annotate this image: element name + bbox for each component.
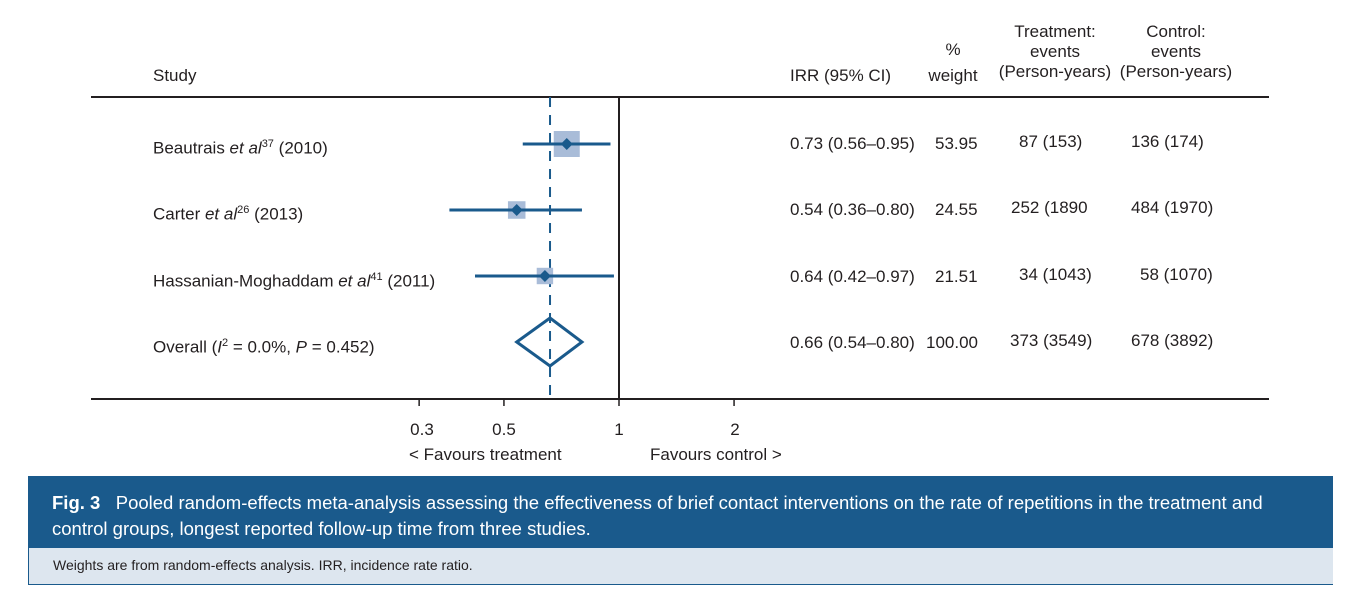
header-treatment-line1: Treatment: xyxy=(1014,22,1096,41)
figure-label: Fig. 3 xyxy=(52,492,101,513)
study-point-estimate xyxy=(538,270,551,282)
bottom-rule xyxy=(91,398,1269,400)
study-name: Carter xyxy=(153,204,205,224)
header-weight-line1: % xyxy=(945,40,961,59)
figure-caption: Fig. 3 Pooled random-effects meta-analys… xyxy=(28,476,1333,548)
overall-mid: = 0.0%, xyxy=(228,337,296,357)
study-year: (2013) xyxy=(249,204,304,224)
control-value: 678 (3892) xyxy=(1131,331,1214,350)
irr-value: 0.64 (0.42–0.97) xyxy=(790,267,915,286)
study-point-estimate xyxy=(510,204,523,216)
overall-prefix: Overall ( xyxy=(153,337,218,357)
tick-label: 1 xyxy=(614,420,624,439)
tick-label: 0.5 xyxy=(492,420,516,439)
overall-label: Overall (I2 = 0.0%, P = 0.452) xyxy=(153,333,375,358)
header-treatment-line3: (Person-years) xyxy=(998,62,1112,81)
overall-p-symbol: P xyxy=(295,337,308,357)
header-treatment-line2: events xyxy=(1029,42,1081,61)
header-weight-line2: weight xyxy=(928,66,978,85)
study-year: (2010) xyxy=(273,138,328,158)
favours-control-label: Favours control > xyxy=(650,445,782,464)
header-treatment: Treatment: events (Person-years) xyxy=(994,22,1116,82)
study-etal: et al xyxy=(204,204,238,224)
irr-value: 0.54 (0.36–0.80) xyxy=(790,200,915,219)
header-irr-label: IRR (95% CI) xyxy=(790,66,892,85)
figure-note-text: Weights are from random-effects analysis… xyxy=(53,557,473,573)
treatment-value: 373 (3549) xyxy=(1010,331,1093,350)
study-ref: 37 xyxy=(261,138,274,150)
overall-i-sup: 2 xyxy=(221,337,229,349)
study-ref: 26 xyxy=(237,204,250,216)
top-rule xyxy=(91,96,1269,98)
study-label-beautrais: Beautrais et al37 (2010) xyxy=(153,134,328,159)
weight-value: 24.55 xyxy=(935,200,978,219)
treatment-value: 34 (1043) xyxy=(1019,265,1092,284)
header-study-label: Study xyxy=(153,66,197,85)
treatment-value: 252 (1890 xyxy=(1011,198,1088,217)
control-value: 136 (174) xyxy=(1131,132,1204,151)
irr-value: 0.66 (0.54–0.80) xyxy=(790,333,915,352)
study-label-hassanian: Hassanian-Moghaddam et al41 (2011) xyxy=(153,267,435,292)
study-name: Hassanian-Moghaddam xyxy=(153,271,339,291)
study-ref: 41 xyxy=(370,271,383,283)
study-etal: et al xyxy=(229,138,262,158)
figure-note: Weights are from random-effects analysis… xyxy=(28,548,1333,585)
study-name: Beautrais xyxy=(153,138,230,158)
header-control: Control: events (Person-years) xyxy=(1115,22,1237,82)
irr-value: 0.73 (0.56–0.95) xyxy=(790,134,915,153)
overall-i-symbol: I xyxy=(217,337,222,357)
study-year: (2011) xyxy=(382,271,436,291)
header-weight: % weight xyxy=(918,40,988,86)
favours-treatment-label: < Favours treatment xyxy=(409,445,562,464)
overall-diamond xyxy=(514,316,585,368)
header-irr: IRR (95% CI) xyxy=(790,66,891,86)
tick-label: 0.3 xyxy=(410,420,434,439)
tick-label: 2 xyxy=(730,420,740,439)
weight-value: 21.51 xyxy=(935,267,978,286)
header-study: Study xyxy=(153,66,196,86)
study-etal: et al xyxy=(338,271,371,291)
weight-value: 100.00 xyxy=(926,333,978,352)
treatment-value: 87 (153) xyxy=(1019,132,1083,151)
figure-caption-text: Pooled random-effects meta-analysis asse… xyxy=(52,492,1263,539)
weight-value: 53.95 xyxy=(935,134,978,153)
study-point-estimate xyxy=(560,138,573,150)
header-control-line1: Control: xyxy=(1146,22,1206,41)
control-value: 484 (1970) xyxy=(1131,198,1214,217)
forest-plot xyxy=(418,97,735,406)
study-label-carter: Carter et al26 (2013) xyxy=(153,200,303,225)
header-control-line3: (Person-years) xyxy=(1119,62,1233,81)
overall-end: = 0.452) xyxy=(307,337,375,357)
control-value: 58 (1070) xyxy=(1140,265,1213,284)
header-control-line2: events xyxy=(1150,42,1202,61)
